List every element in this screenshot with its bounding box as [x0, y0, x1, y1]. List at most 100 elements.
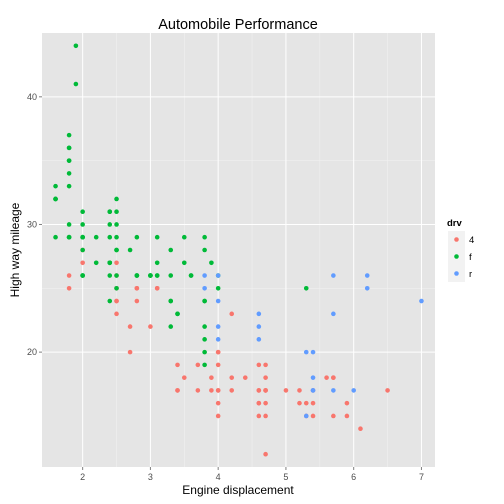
data-point-r — [256, 337, 262, 342]
data-point-f — [168, 298, 174, 304]
data-point-f — [134, 273, 140, 278]
legend-label-f: f — [469, 252, 472, 263]
x-tick-label: 5 — [283, 472, 288, 482]
data-point-4 — [331, 375, 336, 380]
data-point-f — [209, 260, 214, 266]
data-point-f — [202, 298, 207, 304]
data-point-f — [215, 285, 221, 291]
data-point-f — [303, 285, 309, 291]
x-tick-label: 4 — [216, 472, 221, 482]
data-point-f — [53, 196, 58, 202]
legend: drv 4 fr — [447, 218, 474, 282]
data-point-f — [66, 145, 72, 151]
data-point-f — [80, 247, 85, 253]
x-tick-label: 3 — [148, 472, 153, 482]
data-point-f — [93, 260, 99, 266]
data-point-4 — [229, 311, 235, 317]
major-gridlines — [42, 33, 435, 467]
data-point-r — [331, 311, 336, 317]
data-point-r — [310, 349, 316, 355]
data-point-4 — [242, 375, 248, 380]
data-point-4 — [127, 349, 133, 355]
legend-symbol-f — [454, 254, 459, 259]
data-point-f — [114, 273, 119, 278]
data-point-r — [215, 273, 221, 278]
data-point-f — [127, 247, 133, 253]
data-point-4 — [209, 375, 214, 380]
data-point-4 — [283, 388, 289, 393]
data-point-f — [202, 362, 207, 368]
data-point-4 — [324, 375, 329, 380]
data-point-4 — [263, 375, 268, 380]
data-point-r — [256, 311, 262, 317]
plot-panel — [42, 33, 435, 467]
data-point-f — [181, 234, 187, 240]
data-point-f — [80, 273, 85, 278]
data-point-4 — [303, 400, 309, 406]
x-tick-label: 6 — [351, 472, 356, 482]
data-point-f — [202, 337, 207, 342]
legend-label-r: r — [469, 269, 472, 280]
chart-title: Automobile Performance — [158, 17, 318, 33]
legend-title: drv — [447, 218, 463, 229]
data-point-f — [134, 234, 140, 240]
y-axis-label: High way mileage — [8, 202, 22, 297]
data-point-f — [107, 260, 113, 266]
data-point-f — [107, 234, 113, 240]
data-point-4 — [134, 285, 140, 291]
data-point-r — [419, 298, 424, 304]
data-point-f — [107, 273, 113, 278]
data-point-f — [202, 234, 207, 240]
data-point-f — [114, 196, 119, 202]
data-point-4 — [263, 362, 268, 368]
data-point-f — [154, 260, 160, 266]
data-point-4 — [66, 273, 72, 278]
data-point-4 — [127, 324, 133, 329]
data-point-r — [215, 298, 221, 304]
data-point-4 — [215, 413, 221, 419]
y-tick-label: 20 — [27, 347, 37, 357]
data-point-f — [107, 222, 113, 227]
data-point-4 — [209, 388, 214, 393]
data-point-f — [202, 324, 207, 329]
legend-symbol-r — [454, 271, 459, 276]
data-point-f — [188, 273, 194, 278]
data-point-4 — [134, 298, 140, 304]
data-point-4 — [215, 400, 221, 406]
data-point-f — [114, 234, 119, 240]
data-point-r — [310, 388, 316, 393]
data-point-4 — [114, 298, 119, 304]
data-point-f — [114, 209, 119, 215]
x-axis: 2 3 4 5 6 7 — [80, 467, 424, 482]
data-point-f — [202, 247, 207, 253]
data-point-f — [66, 171, 72, 176]
data-point-f — [66, 234, 72, 240]
data-point-f — [80, 222, 85, 227]
data-point-4 — [263, 413, 268, 419]
data-point-f — [181, 260, 187, 266]
data-point-4 — [175, 362, 180, 368]
data-point-f — [80, 209, 85, 215]
y-axis: 20 30 40 — [27, 92, 42, 357]
data-point-4 — [114, 311, 119, 317]
data-point-4 — [310, 400, 316, 406]
legend-label-4: 4 — [469, 235, 474, 246]
data-point-f — [73, 81, 79, 87]
data-point-r — [303, 349, 309, 355]
data-point-4 — [154, 285, 160, 291]
data-point-4 — [256, 362, 262, 368]
data-point-f — [148, 273, 153, 278]
data-point-f — [66, 158, 72, 163]
data-point-f — [80, 234, 85, 240]
data-point-r — [310, 375, 316, 380]
data-point-f — [168, 273, 174, 278]
y-tick-label: 30 — [27, 219, 37, 229]
data-point-r — [256, 324, 262, 329]
data-point-4 — [256, 400, 262, 406]
data-point-4 — [385, 388, 390, 393]
x-tick-label: 7 — [419, 472, 424, 482]
data-point-f — [202, 349, 207, 355]
data-point-r — [364, 285, 370, 291]
data-point-4 — [331, 413, 336, 419]
legend-symbol-4 — [454, 237, 459, 242]
